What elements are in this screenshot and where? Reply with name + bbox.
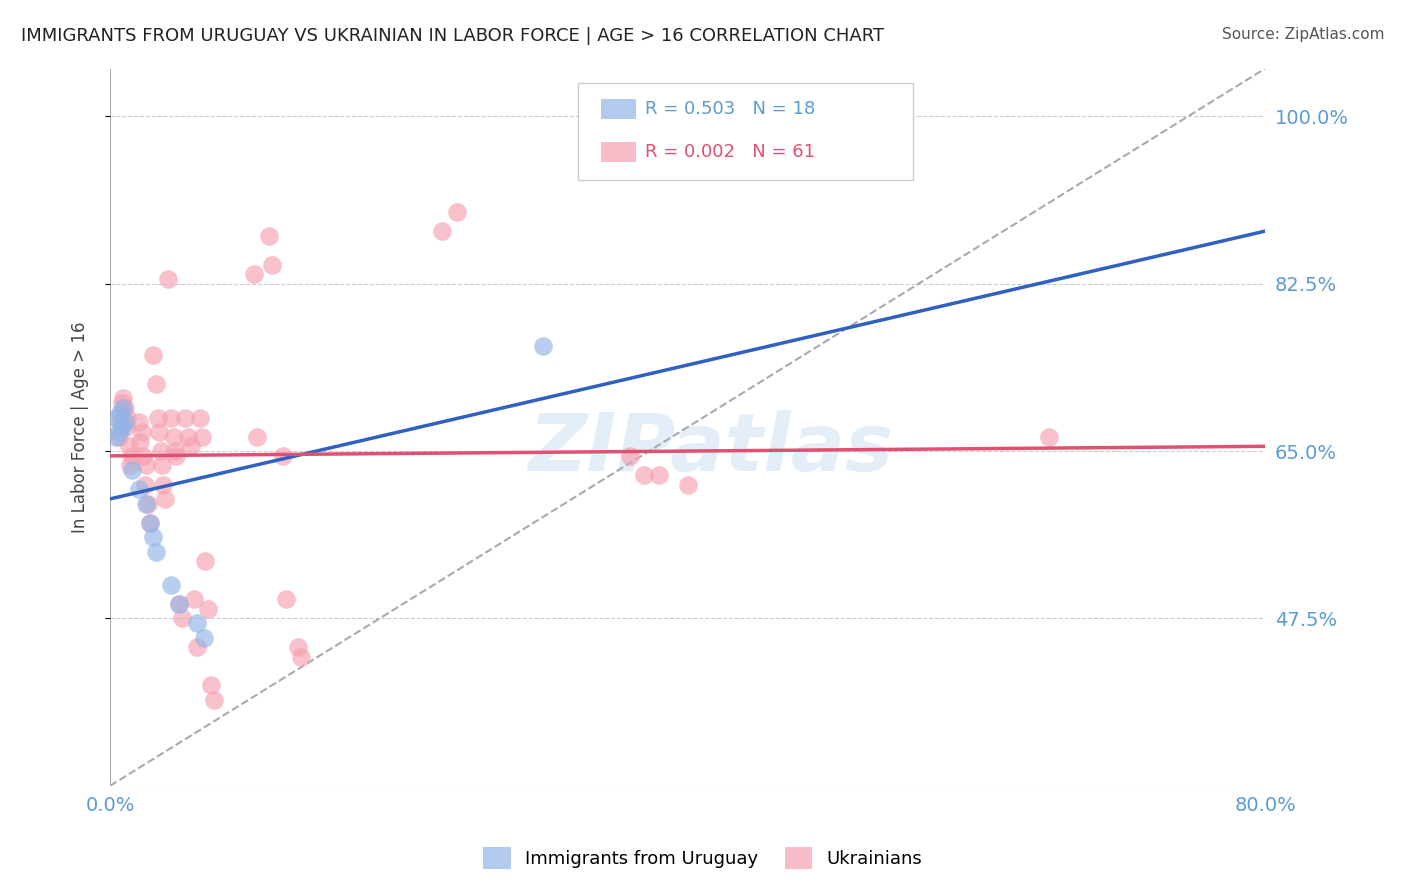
Point [112,392,135,406]
Point [148,425,170,439]
Text: R = 0.503   N = 18: R = 0.503 N = 18 [645,100,815,118]
Point [159,578,181,592]
Point [676,477,699,491]
Point [174,410,197,425]
Point [108,416,131,430]
Point [1038,430,1060,444]
Point [111,396,134,410]
Point [135,458,157,473]
Point [194,554,217,568]
Point [430,224,453,238]
Point [111,420,134,434]
Point [156,272,179,286]
Point [287,640,309,655]
FancyBboxPatch shape [600,142,636,161]
Point [153,491,176,506]
Point [177,430,200,444]
Point [128,416,150,430]
Point [149,444,172,458]
Point [246,430,269,444]
Point [193,631,215,645]
FancyBboxPatch shape [600,99,636,119]
Point [186,640,208,655]
Point [186,616,208,631]
Text: R = 0.002   N = 61: R = 0.002 N = 61 [645,143,815,161]
Point [446,205,468,219]
Point [139,516,162,530]
Point [290,649,312,664]
Point [150,458,173,473]
Point [121,463,143,477]
Y-axis label: In Labor Force | Age > 16: In Labor Force | Age > 16 [72,321,89,533]
Point [191,430,214,444]
Point [112,401,135,415]
Point [107,425,129,439]
Text: Source: ZipAtlas.com: Source: ZipAtlas.com [1222,27,1385,42]
Point [166,449,188,463]
Point [121,449,143,463]
Point [183,592,205,607]
Point [163,444,186,458]
Point [107,430,129,444]
Point [633,468,655,483]
Point [276,592,298,607]
Text: ZIPatlas: ZIPatlas [529,409,893,488]
Point [142,530,165,544]
Point [117,410,139,425]
Point [145,377,167,392]
Point [589,147,612,161]
Point [104,430,127,444]
Point [188,410,211,425]
Point [131,425,153,439]
Text: IMMIGRANTS FROM URUGUAY VS UKRAINIAN IN LABOR FORCE | AGE > 16 CORRELATION CHART: IMMIGRANTS FROM URUGUAY VS UKRAINIAN IN … [21,27,884,45]
Point [202,692,225,706]
Point [128,483,150,497]
Point [146,410,169,425]
Point [633,109,655,123]
Point [169,597,191,611]
FancyBboxPatch shape [578,83,912,179]
Point [108,406,131,420]
Point [257,228,280,243]
Point [619,449,641,463]
Point [172,611,194,625]
Point [114,401,136,415]
Point [159,410,181,425]
Point [105,410,128,425]
Legend: Immigrants from Uruguay, Ukrainians: Immigrants from Uruguay, Ukrainians [474,838,932,879]
Point [129,434,152,449]
Point [114,416,136,430]
Point [139,516,162,530]
Point [260,258,283,272]
Point [136,497,159,511]
Point [120,458,142,473]
Point [162,430,184,444]
Point [531,339,554,353]
Point [118,439,141,453]
Point [115,420,138,434]
Point [169,597,191,611]
Point [180,439,202,453]
Point [200,678,222,692]
Point [197,602,219,616]
Point [134,477,156,491]
Point [647,468,669,483]
Point [152,477,174,491]
Point [135,497,157,511]
Point [243,267,266,281]
Point [132,449,155,463]
Point [142,348,165,362]
Point [145,544,167,558]
Point [273,449,295,463]
